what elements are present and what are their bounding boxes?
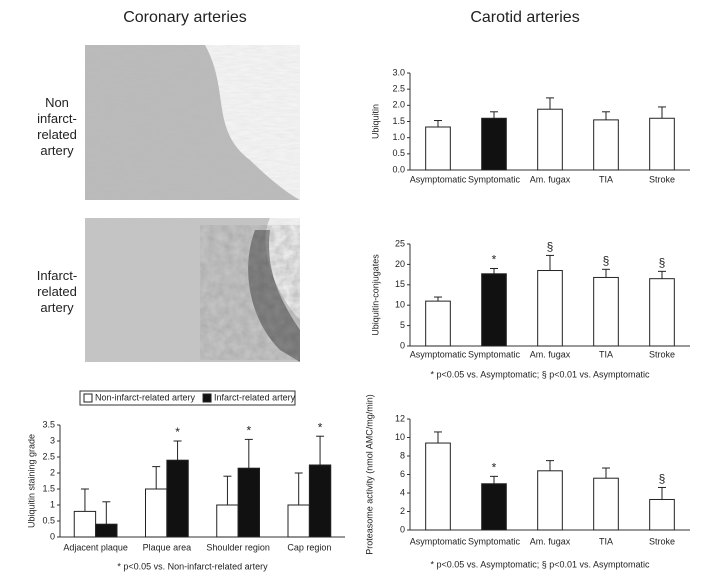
x-tick-label: TIA <box>599 349 613 359</box>
y-tick-label: 25 <box>395 238 405 248</box>
y-tick-label: 12 <box>395 413 405 423</box>
bar <box>649 498 675 531</box>
significance-marker: § <box>547 240 554 254</box>
bar <box>308 464 332 538</box>
x-tick-label: TIA <box>599 174 613 184</box>
y-tick-label: 0.5 <box>42 515 55 525</box>
y-tick-label: 5 <box>400 320 405 330</box>
significance-marker: § <box>659 256 666 270</box>
x-tick-label: Symptomatic <box>468 349 521 359</box>
y-axis-label: Ubiquitin-conjugates <box>370 254 380 336</box>
bar <box>425 442 451 531</box>
y-tick-label: 2.0 <box>392 100 405 110</box>
y-tick-label: 2.5 <box>42 451 55 461</box>
x-tick-label: Symptomatic <box>468 536 521 546</box>
significance-marker: * <box>492 461 497 475</box>
significance-marker: * <box>175 425 180 439</box>
bar <box>537 470 563 531</box>
y-tick-label: 10 <box>395 432 405 442</box>
heading: Carotid arteries <box>470 9 579 26</box>
y-tick-label: 1.0 <box>392 132 405 142</box>
bar <box>481 117 507 171</box>
x-tick-label: Asymptomatic <box>410 536 467 546</box>
y-tick-label: 20 <box>395 259 405 269</box>
legend-label: Non-infarct-related artery <box>95 392 196 402</box>
bar <box>216 504 239 538</box>
x-tick-label: Asymptomatic <box>410 349 467 359</box>
y-tick-label: 0.5 <box>392 148 405 158</box>
micrograph-infarct <box>85 218 300 362</box>
legend-label: Infarct-related artery <box>214 392 296 402</box>
x-tick-label: Stroke <box>649 349 675 359</box>
x-tick-label: Am. fugax <box>530 349 571 359</box>
x-tick-label: Stroke <box>649 174 675 184</box>
x-tick-label: Shoulder region <box>206 542 270 552</box>
x-tick-label: TIA <box>599 536 613 546</box>
bar <box>537 270 563 347</box>
legend-box <box>79 390 296 406</box>
y-tick-label: 3.5 <box>42 419 55 429</box>
y-tick-label: 0 <box>50 531 55 541</box>
y-tick-label: 1.5 <box>42 483 55 493</box>
x-tick-label: Symptomatic <box>468 174 521 184</box>
y-tick-label: 6 <box>400 469 405 479</box>
significance-marker: * <box>492 253 497 267</box>
bar <box>481 273 507 347</box>
x-tick-label: Am. fugax <box>530 174 571 184</box>
y-axis-label: Proteasome activity (nmol AMC/mg/min) <box>364 394 374 555</box>
significance-marker: * <box>318 420 323 434</box>
y-tick-label: 2 <box>50 467 55 477</box>
y-tick-label: 0 <box>400 524 405 534</box>
bar <box>593 276 619 347</box>
y-axis-label: Ubiquitin <box>370 104 380 139</box>
bar <box>237 467 260 538</box>
legend-swatch <box>83 393 93 403</box>
x-tick-label: Cap region <box>287 542 331 552</box>
micrograph-non-infarct <box>85 45 300 200</box>
y-tick-label: 0.0 <box>392 164 405 174</box>
heading: Coronary arteries <box>123 9 247 26</box>
y-tick-label: 3.0 <box>392 67 405 77</box>
x-tick-label: Stroke <box>649 536 675 546</box>
y-tick-label: 15 <box>395 279 405 289</box>
bar <box>481 483 507 531</box>
bar <box>649 117 675 171</box>
legend-swatch <box>202 393 212 403</box>
y-tick-label: 0 <box>400 340 405 350</box>
bar <box>425 126 451 171</box>
image-label: Infarct-related artery <box>36 268 78 315</box>
bar <box>166 459 189 538</box>
significance-marker: * <box>246 424 251 438</box>
y-tick-label: 10 <box>395 300 405 310</box>
bar <box>145 488 168 538</box>
bar <box>287 504 310 538</box>
y-tick-label: 8 <box>400 450 405 460</box>
bar <box>73 510 97 538</box>
x-tick-label: Plaque area <box>143 542 192 552</box>
y-tick-label: 3 <box>50 435 55 445</box>
y-tick-label: 1.5 <box>392 116 405 126</box>
bar <box>649 278 675 347</box>
bar <box>95 523 118 538</box>
x-tick-label: Adjacent plaque <box>63 542 128 552</box>
bar <box>593 477 619 531</box>
footnote: * p<0.05 vs. Asymptomatic; § p<0.01 vs. … <box>430 369 650 379</box>
y-tick-label: 1 <box>50 499 55 509</box>
significance-marker: § <box>659 472 666 486</box>
y-tick-label: 2 <box>400 506 405 516</box>
footnote: * p<0.05 vs. Non-infarct-related artery <box>117 561 268 571</box>
y-tick-label: 4 <box>400 487 405 497</box>
image-label: Non infarct-related artery <box>37 95 77 158</box>
x-tick-label: Asymptomatic <box>410 174 467 184</box>
bar <box>425 300 451 347</box>
y-axis-label: Ubiquitin staining grade <box>26 434 36 528</box>
x-tick-label: Am. fugax <box>530 536 571 546</box>
footnote: * p<0.05 vs. Asymptomatic; § p<0.01 vs. … <box>430 559 650 569</box>
significance-marker: § <box>603 253 610 267</box>
bar <box>593 119 619 171</box>
y-tick-label: 2.5 <box>392 84 405 94</box>
bar <box>537 108 563 171</box>
